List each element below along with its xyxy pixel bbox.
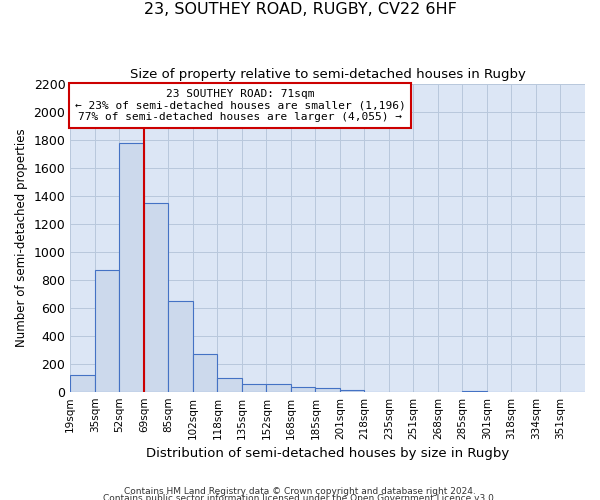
Bar	[95, 270, 119, 392]
Text: Contains HM Land Registry data © Crown copyright and database right 2024.: Contains HM Land Registry data © Crown c…	[124, 487, 476, 496]
Bar	[193, 354, 217, 392]
Bar	[217, 378, 242, 392]
Y-axis label: Number of semi-detached properties: Number of semi-detached properties	[15, 128, 28, 348]
Text: Contains public sector information licensed under the Open Government Licence v3: Contains public sector information licen…	[103, 494, 497, 500]
Bar	[169, 301, 193, 392]
Bar	[119, 143, 144, 392]
Text: 23 SOUTHEY ROAD: 71sqm
← 23% of semi-detached houses are smaller (1,196)
77% of : 23 SOUTHEY ROAD: 71sqm ← 23% of semi-det…	[75, 89, 406, 122]
Bar	[266, 384, 291, 392]
Text: 23, SOUTHEY ROAD, RUGBY, CV22 6HF: 23, SOUTHEY ROAD, RUGBY, CV22 6HF	[143, 2, 457, 18]
Bar	[70, 375, 95, 392]
Bar	[291, 387, 316, 392]
Title: Size of property relative to semi-detached houses in Rugby: Size of property relative to semi-detach…	[130, 68, 526, 80]
X-axis label: Distribution of semi-detached houses by size in Rugby: Distribution of semi-detached houses by …	[146, 447, 509, 460]
Bar	[144, 203, 169, 392]
Bar	[463, 391, 487, 392]
Bar	[316, 388, 340, 392]
Bar	[340, 390, 364, 392]
Bar	[242, 384, 266, 392]
